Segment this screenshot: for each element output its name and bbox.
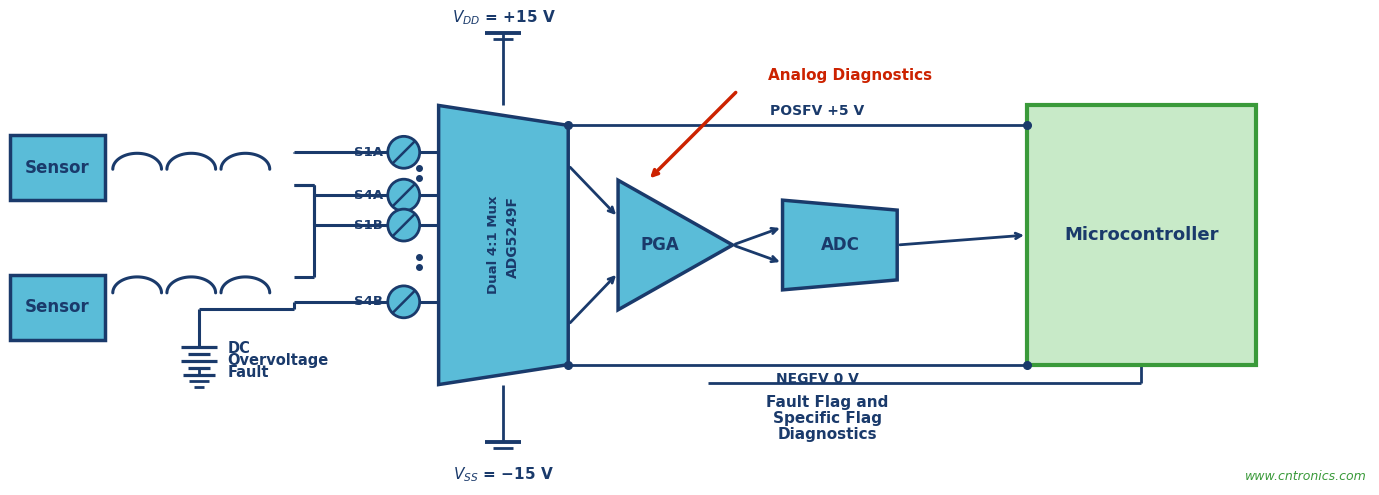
Text: Sensor: Sensor [25,298,90,316]
Circle shape [387,209,419,241]
Text: Specific Flag: Specific Flag [772,411,883,426]
Text: $V_{SS}$ = −15 V: $V_{SS}$ = −15 V [452,465,554,484]
Polygon shape [618,180,732,310]
Text: Fault Flag and: Fault Flag and [767,395,888,410]
Circle shape [387,136,419,168]
Text: S1A: S1A [354,146,383,159]
Text: S4A: S4A [353,189,383,201]
Text: S1B: S1B [354,219,383,232]
Text: ADC: ADC [821,236,859,254]
Bar [10,135,105,200]
Text: PGA: PGA [641,236,680,254]
Text: $V_{DD}$ = +15 V: $V_{DD}$ = +15 V [451,8,556,27]
Polygon shape [439,105,568,385]
Text: www.cntronics.com: www.cntronics.com [1245,470,1367,483]
Text: ADG5249F: ADG5249F [506,196,520,278]
Bar [1027,105,1256,365]
Text: Sensor: Sensor [25,159,90,177]
Text: Microcontroller: Microcontroller [1065,226,1219,244]
Text: Dual 4:1 Mux: Dual 4:1 Mux [487,196,501,294]
Text: S4B: S4B [354,296,383,308]
Text: DC: DC [228,341,250,356]
Text: Diagnostics: Diagnostics [778,427,877,442]
Bar [10,275,105,340]
Circle shape [387,286,419,318]
Text: Analog Diagnostics: Analog Diagnostics [768,68,932,83]
Text: Fault: Fault [228,365,269,380]
Polygon shape [782,200,898,290]
Circle shape [387,179,419,211]
Text: Overvoltage: Overvoltage [228,353,328,368]
Text: NEGFV 0 V: NEGFV 0 V [776,372,859,386]
Text: POSFV +5 V: POSFV +5 V [771,104,865,118]
